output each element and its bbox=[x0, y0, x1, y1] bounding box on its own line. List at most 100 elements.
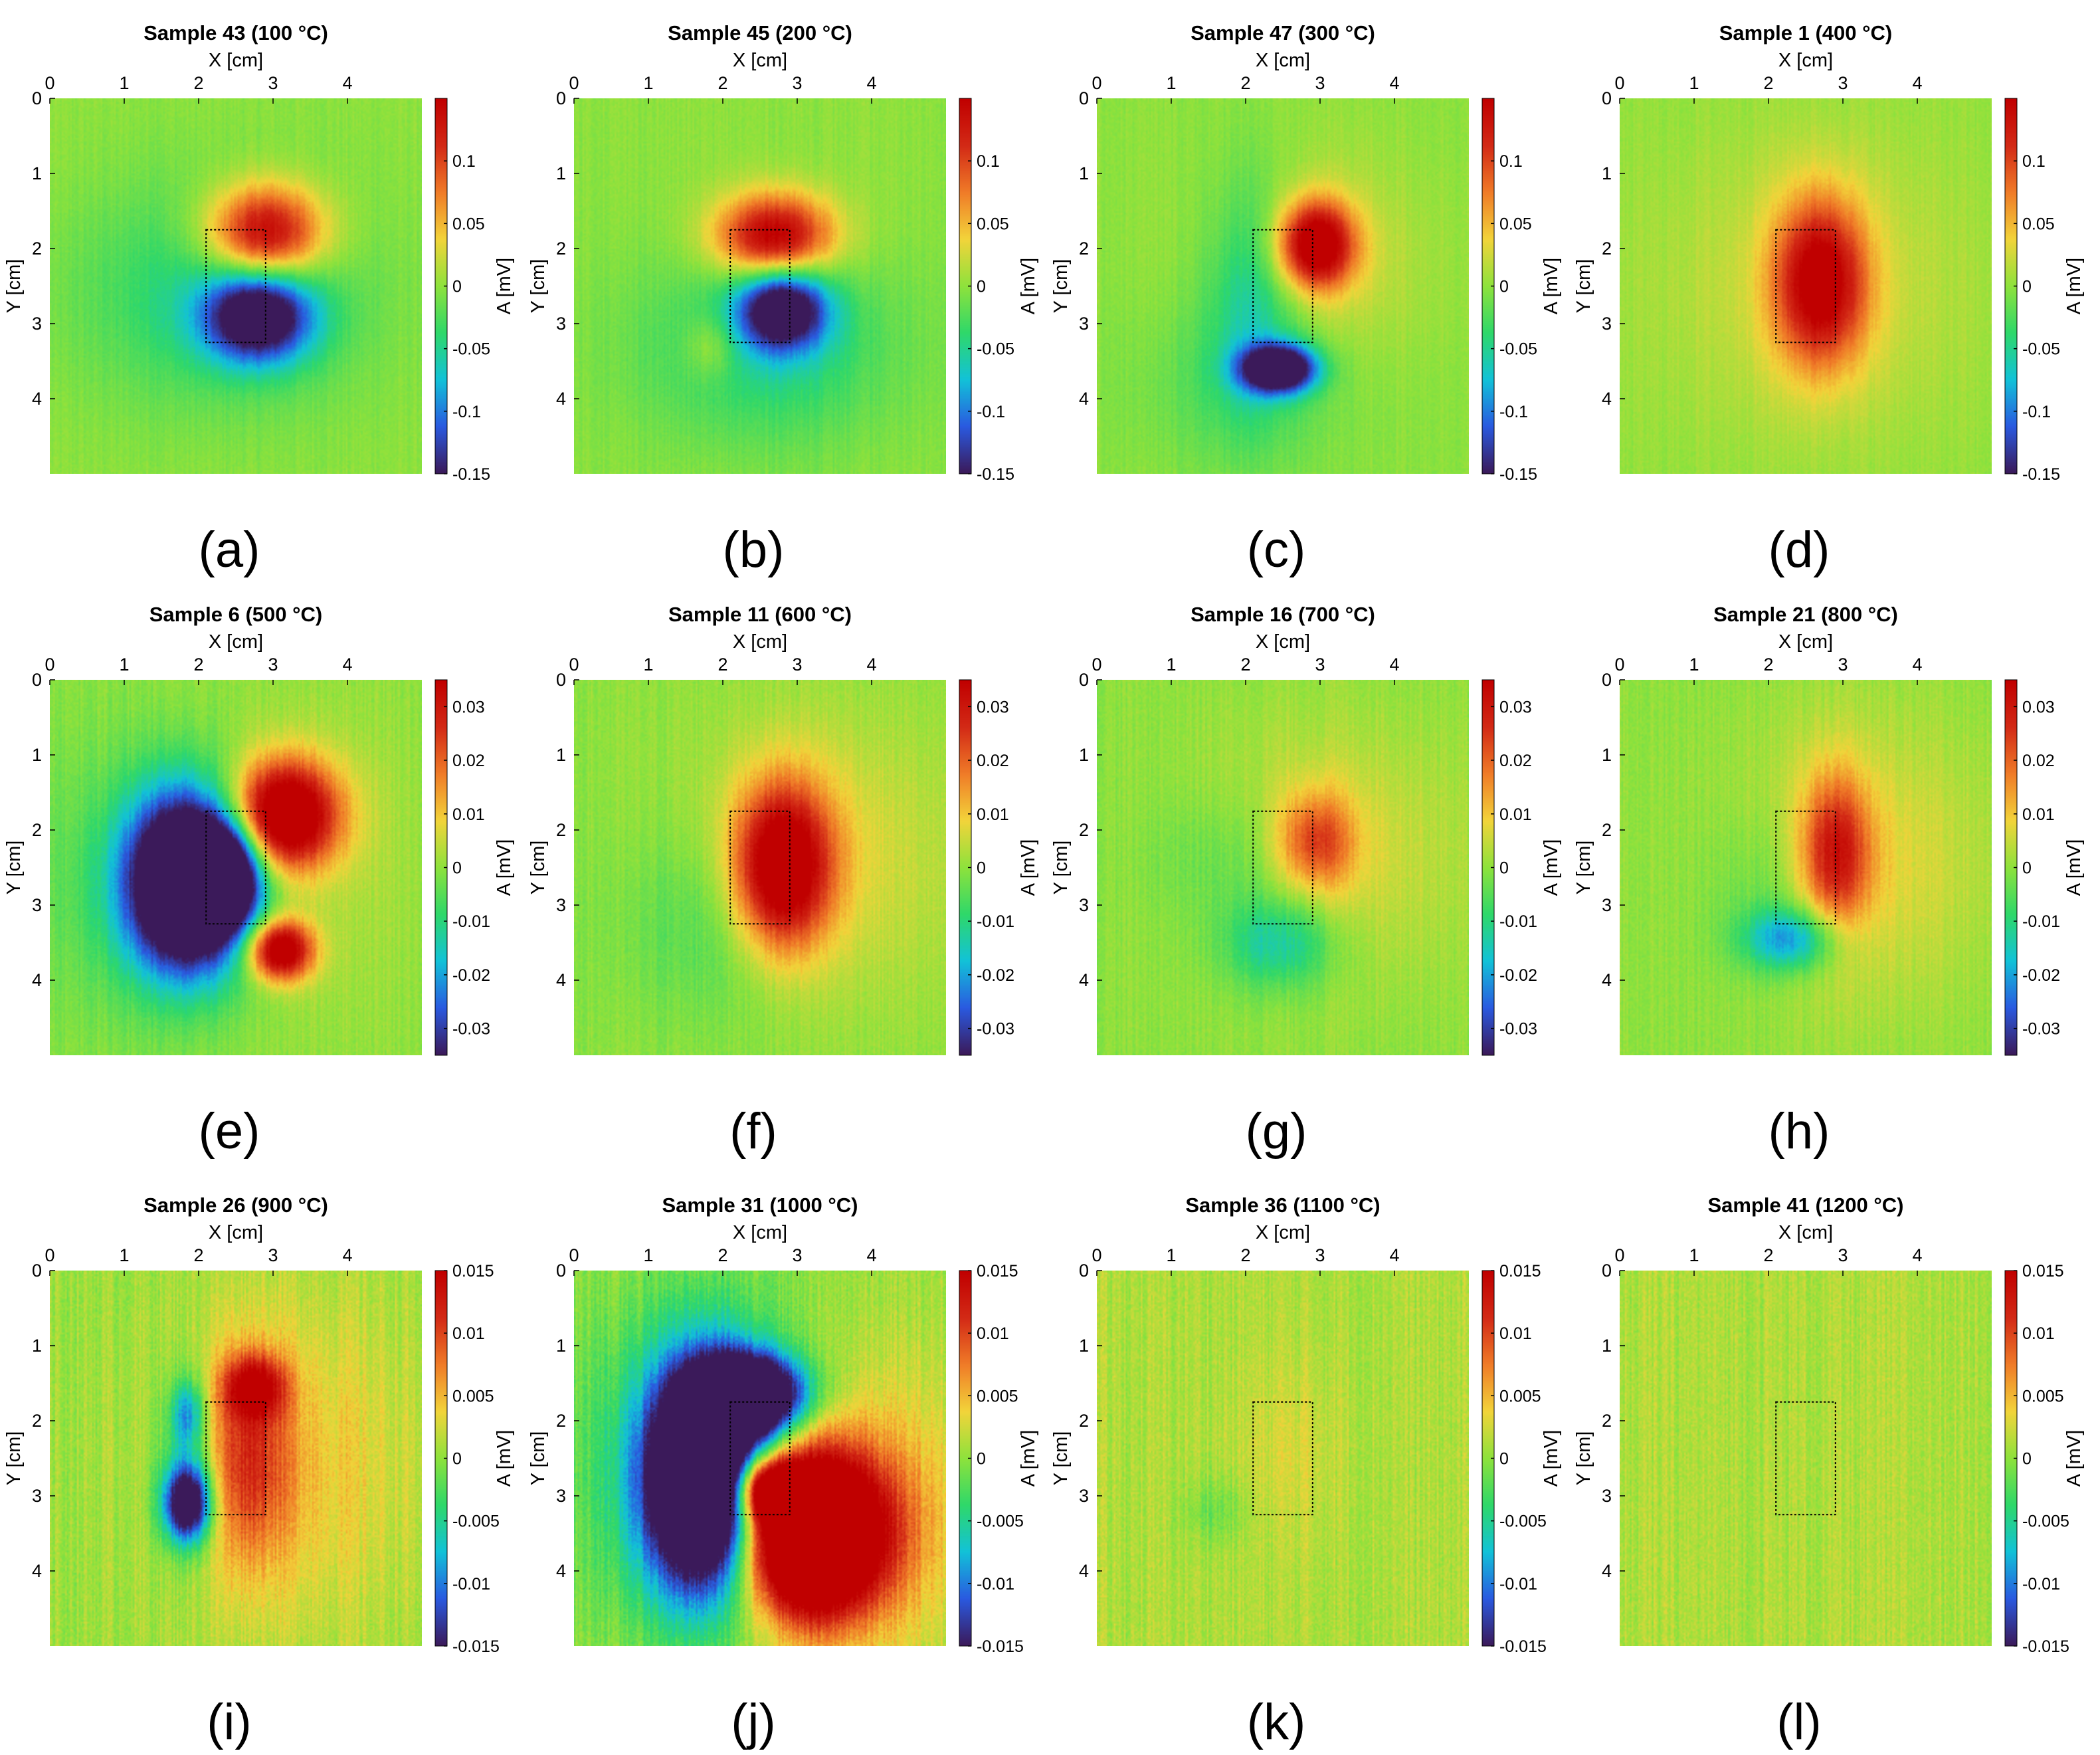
x-tick-label: 0 bbox=[1614, 655, 1624, 674]
y-tick-label: 1 bbox=[556, 1336, 566, 1356]
colorbar-tick-label: 0.015 bbox=[452, 1262, 494, 1281]
x-axis-label: X [cm] bbox=[733, 631, 787, 653]
x-tick-label: 2 bbox=[1763, 1245, 1773, 1265]
x-axis-label: X [cm] bbox=[1256, 1222, 1310, 1243]
x-axis-label: X [cm] bbox=[733, 1222, 787, 1243]
panel-title: Sample 26 (900 °C) bbox=[143, 1193, 328, 1217]
x-tick-label: 1 bbox=[1689, 1245, 1699, 1265]
panel-title: Sample 11 (600 °C) bbox=[668, 603, 852, 626]
x-tick-label: 4 bbox=[866, 655, 876, 674]
x-tick-label: 2 bbox=[1763, 73, 1773, 93]
defect-outline bbox=[729, 229, 791, 344]
colorbar-tick-label: 0 bbox=[452, 278, 462, 296]
colorbar-tick-label: -0.01 bbox=[1499, 912, 1537, 931]
heatmap-image bbox=[50, 680, 422, 1055]
x-tick-label: 2 bbox=[1240, 73, 1250, 93]
x-tick-label: 0 bbox=[45, 1245, 54, 1265]
y-tick-label: 0 bbox=[556, 1261, 566, 1281]
colorbar-tick-label: 0.03 bbox=[1499, 698, 1532, 716]
colorbar-label: A [mV] bbox=[494, 1430, 515, 1487]
heatmap-image bbox=[1097, 1271, 1469, 1646]
y-tick-label: 4 bbox=[556, 1561, 566, 1581]
colorbar bbox=[1482, 680, 1494, 1055]
y-tick-label: 3 bbox=[32, 1486, 42, 1506]
colorbar-tick-label: 0 bbox=[977, 278, 986, 296]
colorbar-tick-label: -0.1 bbox=[1499, 403, 1528, 421]
y-tick-label: 0 bbox=[1079, 1261, 1089, 1281]
colorbar-tick-label: -0.03 bbox=[452, 1020, 490, 1039]
x-tick-label: 4 bbox=[342, 73, 352, 93]
x-tick-label: 3 bbox=[792, 1245, 802, 1265]
x-tick-label: 4 bbox=[866, 73, 876, 93]
panel-letter: (k) bbox=[1247, 1694, 1306, 1750]
x-tick-label: 3 bbox=[792, 73, 802, 93]
panel-title: Sample 47 (300 °C) bbox=[1191, 21, 1375, 45]
y-tick-label: 1 bbox=[32, 745, 42, 765]
panel-c: Sample 47 (300 °C) X [cm] 0 1 2 3 4 0 1 2 3 4 Y [cm]… bbox=[1050, 21, 1562, 578]
y-axis-label: Y [cm] bbox=[1050, 259, 1072, 314]
y-tick-label: 4 bbox=[1079, 389, 1089, 409]
panel-e: Sample 6 (500 °C) X [cm] 0 1 2 3 4 0 1 2 3 4 Y [cm] 0… bbox=[3, 603, 515, 1160]
x-tick-label: 4 bbox=[342, 1245, 352, 1265]
x-tick-label: 0 bbox=[569, 655, 579, 674]
x-axis-label: X [cm] bbox=[733, 50, 787, 71]
x-tick-label: 0 bbox=[1092, 655, 1101, 674]
colorbar-tick-label: 0.005 bbox=[2022, 1387, 2064, 1405]
y-axis-label: Y [cm] bbox=[527, 259, 549, 314]
colorbar-tick-label: 0.01 bbox=[452, 805, 485, 824]
panel-f: Sample 11 (600 °C) X [cm] 0 1 2 3 4 0 1 2 3 4 Y [cm]… bbox=[527, 603, 1039, 1160]
heatmap-image bbox=[1620, 98, 1992, 474]
y-tick-label: 1 bbox=[1079, 1336, 1089, 1356]
colorbar-label: A [mV] bbox=[494, 258, 515, 314]
heatmap-image bbox=[1097, 680, 1469, 1055]
colorbar-tick-label: -0.02 bbox=[452, 966, 490, 985]
colorbar-tick-label: -0.01 bbox=[1499, 1575, 1537, 1594]
defect-outline bbox=[729, 1401, 791, 1516]
x-tick-label: 1 bbox=[1166, 73, 1176, 93]
y-tick-label: 2 bbox=[1079, 1411, 1089, 1431]
y-tick-label: 0 bbox=[32, 88, 42, 108]
colorbar-tick-label: -0.01 bbox=[452, 1575, 490, 1594]
x-tick-label: 3 bbox=[792, 655, 802, 674]
panel-letter: (g) bbox=[1246, 1103, 1307, 1160]
panel-h: Sample 21 (800 °C) X [cm] 0 1 2 3 4 0 1 2 3 4 Y [cm]… bbox=[1573, 603, 2085, 1160]
colorbar-tick-label: 0.02 bbox=[977, 752, 1009, 770]
y-tick-label: 3 bbox=[1079, 1486, 1089, 1506]
colorbar-label: A [mV] bbox=[1018, 839, 1039, 896]
colorbar-tick-label: -0.15 bbox=[1499, 465, 1537, 484]
colorbar-label: A [mV] bbox=[494, 839, 515, 896]
x-tick-label: 1 bbox=[119, 73, 129, 93]
colorbar-tick-label: 0.05 bbox=[452, 215, 485, 233]
colorbar-tick-label: -0.005 bbox=[2022, 1512, 2069, 1531]
x-axis-label: X [cm] bbox=[209, 631, 263, 653]
panel-title: Sample 45 (200 °C) bbox=[668, 21, 852, 45]
x-tick-label: 0 bbox=[569, 73, 579, 93]
x-tick-label: 1 bbox=[1689, 655, 1699, 674]
panel-letter: (h) bbox=[1768, 1103, 1830, 1160]
colorbar-tick-label: 0.1 bbox=[1499, 152, 1523, 171]
y-tick-label: 4 bbox=[1602, 1561, 1612, 1581]
x-tick-label: 4 bbox=[866, 1245, 876, 1265]
panel-letter: (j) bbox=[731, 1694, 776, 1750]
colorbar-tick-label: 0.01 bbox=[2022, 805, 2055, 824]
y-tick-label: 0 bbox=[1602, 1261, 1612, 1281]
colorbar-label: A [mV] bbox=[1018, 1430, 1039, 1487]
x-tick-label: 1 bbox=[1166, 655, 1176, 674]
defect-outline bbox=[1252, 229, 1313, 344]
y-tick-label: 2 bbox=[1079, 820, 1089, 840]
y-tick-label: 0 bbox=[556, 670, 566, 690]
y-tick-label: 2 bbox=[556, 239, 566, 258]
y-tick-label: 2 bbox=[556, 1411, 566, 1431]
y-tick-label: 1 bbox=[1079, 163, 1089, 183]
panel-title: Sample 16 (700 °C) bbox=[1191, 603, 1375, 626]
panel-letter: (c) bbox=[1247, 522, 1306, 578]
colorbar bbox=[435, 98, 447, 474]
y-tick-label: 4 bbox=[556, 970, 566, 990]
panel-title: Sample 36 (1100 °C) bbox=[1185, 1193, 1380, 1217]
x-tick-label: 4 bbox=[1389, 73, 1399, 93]
panel-letter: (e) bbox=[199, 1103, 260, 1160]
y-tick-label: 1 bbox=[1602, 1336, 1612, 1356]
y-tick-label: 1 bbox=[32, 1336, 42, 1356]
y-tick-label: 0 bbox=[1079, 88, 1089, 108]
colorbar-tick-label: 0 bbox=[1499, 278, 1509, 296]
